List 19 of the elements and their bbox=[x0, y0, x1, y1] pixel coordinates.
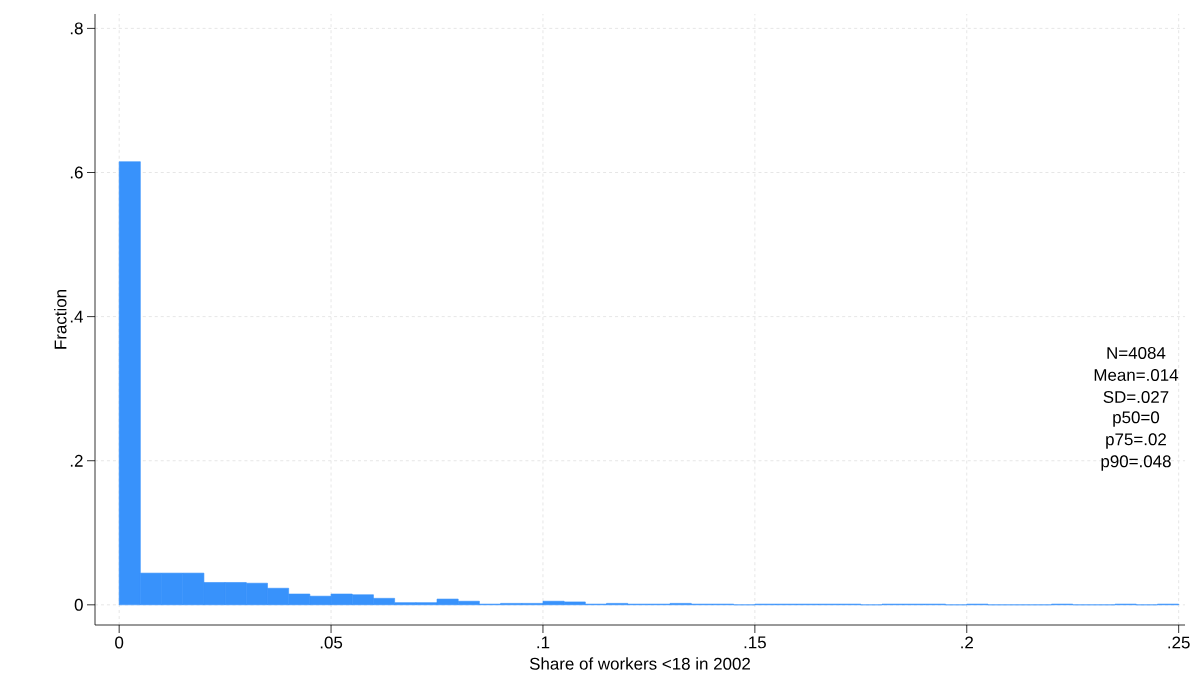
annotation: Mean=.014 bbox=[1094, 369, 1179, 381]
y-tick-label: .2 bbox=[70, 454, 83, 467]
x-axis-title: Share of workers <18 in 2002 bbox=[529, 657, 750, 670]
annotation: p50=0 bbox=[1113, 411, 1160, 427]
y-tick-label: 0 bbox=[74, 598, 83, 611]
x-tick-label: .05 bbox=[320, 636, 343, 649]
annotation: p90=.048 bbox=[1101, 455, 1171, 471]
y-tick-label: .4 bbox=[70, 310, 83, 323]
x-tick-label: 0 bbox=[115, 636, 124, 649]
x-tick-label: .2 bbox=[961, 636, 973, 649]
annotation: p75=.02 bbox=[1106, 433, 1166, 449]
x-tick-label: .15 bbox=[744, 636, 766, 649]
annotation: SD=.027 bbox=[1103, 391, 1169, 403]
annotation: N=4084 bbox=[1107, 347, 1166, 359]
y-tick-label: .6 bbox=[70, 166, 83, 179]
x-tick-label: .25 bbox=[1168, 636, 1190, 649]
y-axis-title: Fraction bbox=[54, 290, 67, 349]
y-tick-label: .8 bbox=[70, 22, 83, 35]
x-tick-label: .1 bbox=[537, 636, 550, 649]
